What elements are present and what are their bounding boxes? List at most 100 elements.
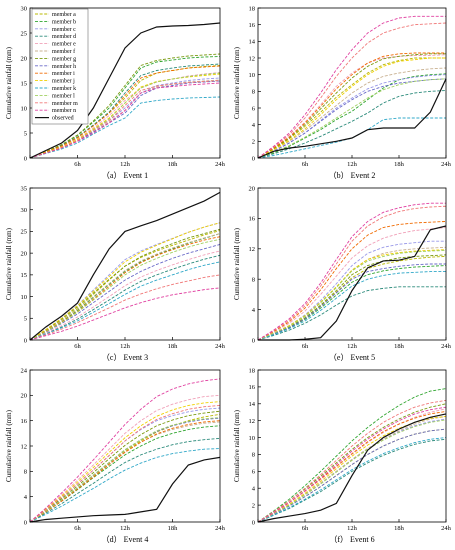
legend-label: member k [52, 86, 76, 92]
series-line-member-k [29, 261, 221, 341]
x-tick-label: 6h [302, 525, 309, 532]
chart-panel-6: 6h 12h 18h 24h 0 2 4 6 8 10 12 14 16 18 Cumulative rai… [233, 367, 452, 544]
x-tick-label: 12h [347, 161, 358, 168]
series-line-member-h [257, 263, 446, 341]
series-line-member-k [257, 437, 447, 523]
series-line-member-b [257, 388, 447, 523]
series-line-member-d [29, 254, 221, 341]
y-axis-label: Cumulative rainfall (mm) [5, 46, 13, 119]
legend-label: member g [52, 56, 76, 62]
y-tick-label: 4 [252, 122, 256, 129]
chart-panel-5: 6h 12h 18h 24h 0 4 8 12 16 20 24 Cumulative rainfal… [5, 367, 226, 544]
y-tick-label: 12 [249, 418, 256, 425]
y-tick-label: 0 [24, 519, 27, 526]
y-tick-label: 2 [252, 502, 255, 509]
series-line-member-m [257, 22, 447, 159]
series-line-member-i [257, 52, 446, 159]
series-line-member-l [257, 419, 447, 523]
plot-frame [257, 7, 447, 159]
series-line-member-i [257, 410, 447, 523]
y-tick-label: 6 [252, 105, 256, 112]
x-tick-label: 24h [215, 343, 226, 350]
y-tick-label: 0 [252, 337, 255, 344]
y-tick-label: 10 [249, 72, 256, 79]
x-tick-label: 12h [347, 525, 358, 532]
plot-frame [29, 369, 221, 523]
y-tick-label: 4 [252, 307, 256, 314]
series-line-member-g [257, 53, 446, 159]
x-tick-label: 6h [74, 161, 81, 168]
series-line-member-h [257, 428, 447, 523]
series-line-observed [29, 22, 221, 159]
panel-caption: （d） Event 4 [102, 535, 149, 544]
y-tick-label: 24 [21, 367, 28, 374]
x-tick-label: 24h [441, 525, 452, 532]
legend-label: member l [52, 93, 75, 99]
series-line-member-k [257, 117, 446, 159]
x-tick-label: 12h [120, 525, 131, 532]
series-line-member-n [29, 82, 221, 159]
series-line-member-j [29, 401, 221, 523]
x-tick-label: 18h [168, 525, 179, 532]
series-line-member-l [29, 417, 221, 523]
y-tick-label: 20 [21, 250, 28, 257]
series-line-member-c [257, 74, 447, 159]
legend-label: member m [52, 101, 78, 107]
series-line-member-f [29, 421, 221, 523]
y-tick-label: 0 [252, 519, 255, 526]
series-line-observed [257, 413, 447, 523]
panel-caption: （c） Event 3 [102, 353, 148, 362]
legend-label: member j [52, 79, 75, 85]
series-line-member-l [257, 78, 447, 159]
x-tick-label: 18h [168, 161, 179, 168]
y-tick-label: 0 [24, 155, 27, 162]
y-tick-label: 16 [249, 22, 256, 29]
series-line-member-g [29, 228, 221, 341]
x-tick-label: 12h [347, 343, 358, 350]
series-line-member-f [29, 233, 221, 341]
legend-label: member h [52, 64, 76, 70]
series-line-member-m [257, 399, 447, 523]
y-tick-label: 10 [21, 294, 28, 301]
x-tick-label: 24h [441, 343, 452, 350]
legend-label: observed [52, 116, 74, 122]
plot-frame [29, 187, 221, 341]
chart-panel-4: 6h 12h 18h 24h 0 4 8 12 16 20 Cumulative rainfall … [233, 185, 452, 362]
series-line-member-g [257, 254, 447, 341]
series-line-member-b [257, 73, 447, 159]
series-line-member-d [257, 90, 447, 159]
y-tick-label: 18 [249, 5, 256, 12]
legend-label: member f [52, 48, 75, 55]
y-tick-label: 8 [252, 452, 255, 459]
y-tick-label: 15 [21, 80, 28, 87]
x-tick-label: 18h [394, 161, 405, 168]
series-line-member-j [29, 222, 221, 341]
legend-label: member a [52, 12, 76, 18]
x-tick-label: 18h [394, 343, 405, 350]
series-line-member-m [29, 80, 221, 159]
chart-panel-3: 6h 12h 18h 24h 0 5 10 15 20 25 30 35 Cumulative rain… [5, 185, 226, 362]
x-tick-label: 6h [74, 343, 81, 350]
panel-caption: （e） Event 5 [329, 353, 375, 362]
y-tick-label: 25 [21, 229, 28, 236]
series-line-member-i [257, 220, 447, 341]
panel-caption: （b） Event 2 [329, 171, 376, 180]
y-tick-label: 8 [24, 469, 27, 476]
series-line-member-l [257, 249, 447, 341]
x-tick-label: 24h [215, 525, 226, 532]
series-line-member-e [29, 72, 221, 159]
series-line-member-n [29, 287, 221, 341]
y-tick-label: 16 [21, 418, 28, 425]
y-tick-label: 18 [249, 367, 256, 374]
series-line-member-d [257, 438, 447, 523]
series-line-member-h [29, 244, 221, 341]
legend-label: member i [52, 71, 75, 77]
series-line-member-e [257, 227, 447, 341]
series-line-member-n [29, 378, 221, 523]
y-tick-label: 2 [252, 139, 255, 146]
series-line-member-e [257, 54, 447, 159]
y-tick-label: 14 [249, 401, 256, 408]
series-line-member-f [257, 415, 447, 523]
